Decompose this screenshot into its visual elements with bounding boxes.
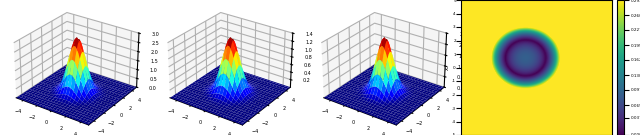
Y-axis label: $x_2$: $x_2$ [444, 64, 452, 71]
